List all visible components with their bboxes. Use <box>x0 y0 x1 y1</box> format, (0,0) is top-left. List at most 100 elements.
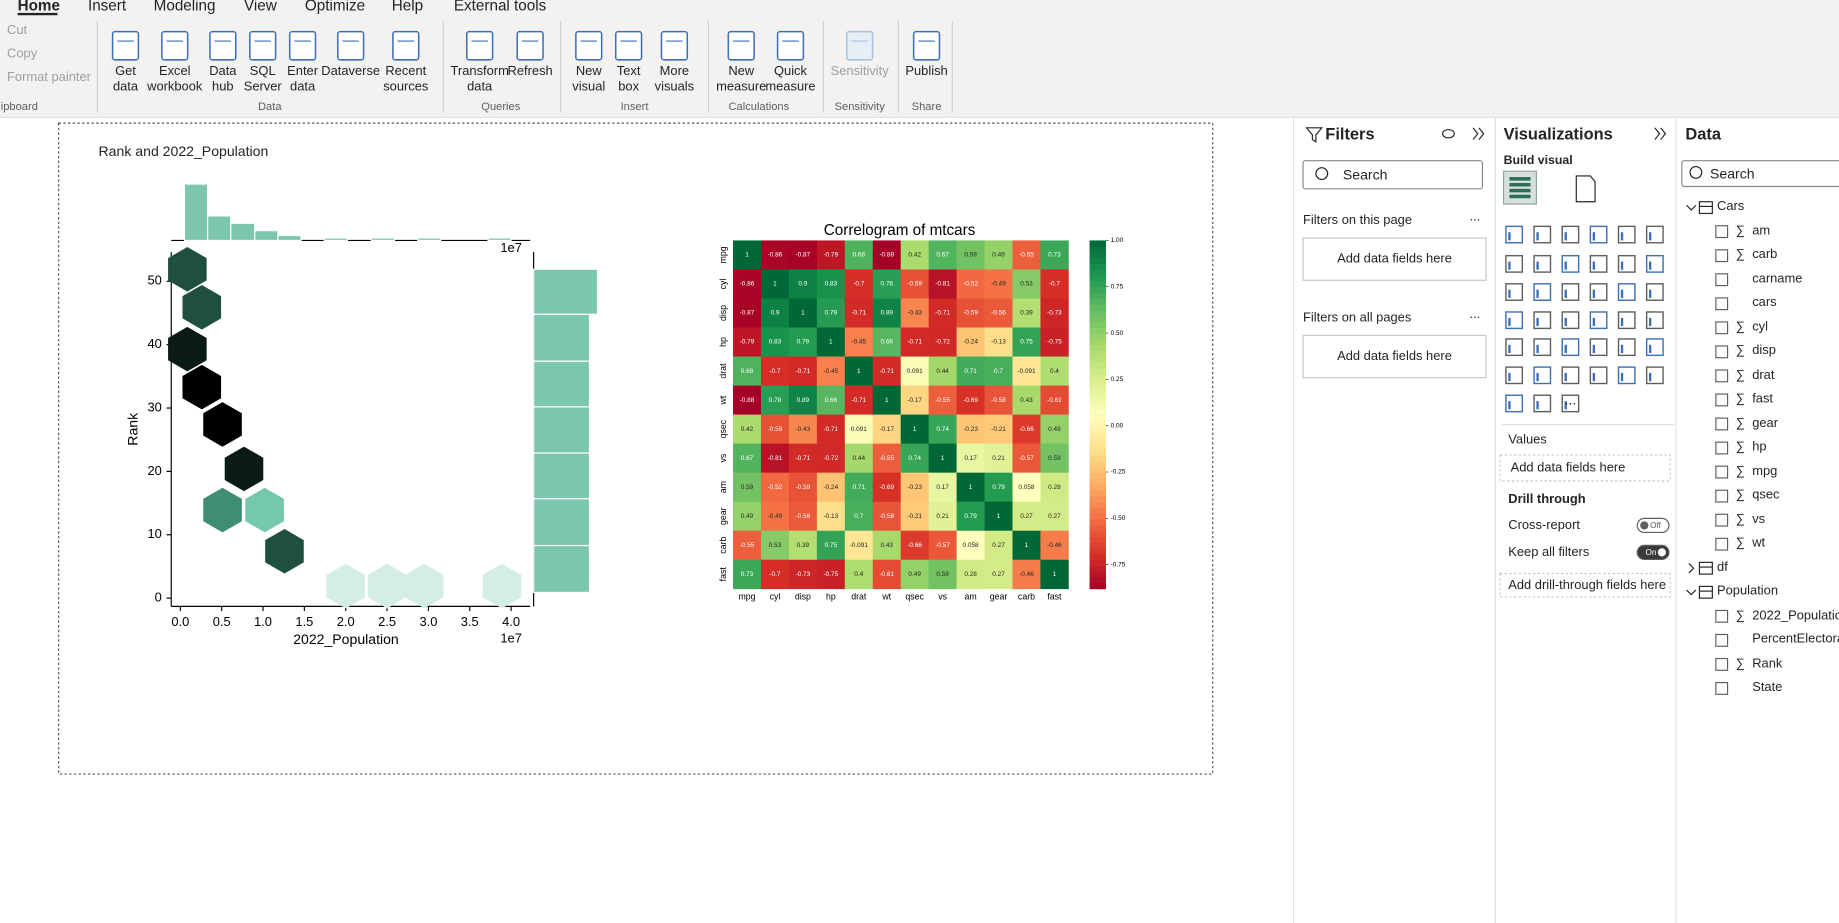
clipboard-button[interactable]: Cut <box>7 23 28 38</box>
visual-type-icon[interactable] <box>1645 283 1664 301</box>
field-name[interactable]: cyl <box>1752 319 1768 334</box>
ribbon-tab[interactable]: Home <box>17 0 60 15</box>
field-name[interactable]: vs <box>1752 511 1766 527</box>
visual-type-icon[interactable] <box>1505 283 1524 301</box>
field-checkbox[interactable] <box>1715 633 1729 647</box>
field-name[interactable]: fast <box>1752 391 1774 406</box>
field-name[interactable]: State <box>1752 680 1783 695</box>
expand-chevron[interactable] <box>1688 563 1695 574</box>
ribbon-button[interactable]: Dataverse <box>321 64 381 79</box>
ribbon-button[interactable]: Excel workbook <box>147 64 203 94</box>
visual-type-icon[interactable] <box>1561 338 1580 357</box>
format-visual-tab[interactable] <box>1575 175 1596 203</box>
search-box[interactable] <box>1681 160 1839 188</box>
field-checkbox[interactable] <box>1715 369 1729 383</box>
search-placeholder[interactable]: Search <box>1709 165 1755 182</box>
ribbon-button[interactable]: New measure <box>716 64 767 94</box>
ribbon-button[interactable]: Quick measure <box>765 64 816 94</box>
collapse-icon[interactable] <box>1654 127 1667 140</box>
drop-zone[interactable] <box>1499 454 1671 482</box>
ribbon-button[interactable]: Data hub <box>209 64 237 94</box>
field-name[interactable]: drat <box>1752 367 1775 382</box>
visual-type-icon[interactable] <box>1505 394 1524 413</box>
visual-type-icon[interactable] <box>1589 311 1608 330</box>
ribbon-tab[interactable]: External tools <box>453 0 547 15</box>
drop-zone[interactable] <box>1302 334 1487 379</box>
clipboard-button[interactable]: Copy <box>7 46 38 61</box>
visual-type-icon[interactable] <box>1617 311 1636 330</box>
ribbon-button[interactable]: More visuals <box>654 64 695 94</box>
ribbon-button[interactable]: Refresh <box>507 64 553 79</box>
visual-type-icon[interactable] <box>1645 254 1664 273</box>
field-checkbox[interactable] <box>1715 441 1729 455</box>
ribbon-tab[interactable]: Help <box>391 0 424 15</box>
field-name[interactable]: wt <box>1752 535 1766 551</box>
ribbon-tab[interactable]: View <box>243 0 277 15</box>
visual-type-icon[interactable] <box>1505 366 1524 385</box>
more-visuals[interactable]: ... <box>1564 391 1577 409</box>
field-name[interactable]: hp <box>1752 439 1767 454</box>
visual-type-icon[interactable] <box>1561 366 1580 385</box>
ribbon-button[interactable]: Text box <box>616 64 641 94</box>
expand-chevron[interactable] <box>1686 589 1697 596</box>
visual-type-icon[interactable] <box>1617 366 1636 385</box>
field-name[interactable]: carname <box>1752 271 1803 286</box>
ribbon-button[interactable]: New visual <box>572 64 606 94</box>
visual-type-icon[interactable] <box>1505 225 1524 244</box>
ribbon-button[interactable]: Get data <box>112 64 139 94</box>
field-name[interactable]: qsec <box>1752 487 1780 502</box>
visual-type-icon[interactable] <box>1617 338 1636 357</box>
visual-type-icon[interactable] <box>1533 366 1552 385</box>
visual-type-icon[interactable] <box>1589 366 1608 385</box>
field-checkbox[interactable] <box>1715 417 1729 431</box>
visual-type-icon[interactable] <box>1505 254 1524 273</box>
drop-zone[interactable] <box>1302 237 1487 281</box>
visual-type-icon[interactable] <box>1505 311 1524 330</box>
field-name[interactable]: disp <box>1752 343 1776 358</box>
build-visual-tab[interactable] <box>1502 170 1537 205</box>
visual-type-icon[interactable] <box>1561 311 1580 330</box>
visual-type-icon[interactable] <box>1533 254 1552 273</box>
visual-type-icon[interactable] <box>1533 394 1552 413</box>
ribbon-button[interactable]: Transform data <box>450 64 509 94</box>
visual-type-icon[interactable] <box>1617 283 1636 301</box>
ribbon-button[interactable]: Recent sources <box>383 64 429 94</box>
more-options[interactable]: ... <box>1469 307 1481 322</box>
visual-type-icon[interactable] <box>1617 225 1636 244</box>
visual-type-icon[interactable] <box>1589 225 1608 244</box>
table-name[interactable]: Population <box>1717 584 1779 599</box>
search-placeholder[interactable]: Search <box>1342 166 1388 183</box>
drop-zone[interactable] <box>1499 572 1671 598</box>
visual-type-icon[interactable] <box>1533 311 1552 330</box>
field-checkbox[interactable] <box>1715 489 1729 503</box>
field-name[interactable]: mpg <box>1752 463 1778 478</box>
field-name[interactable]: cars <box>1752 295 1777 310</box>
visual-type-icon[interactable] <box>1533 338 1552 357</box>
table-name[interactable]: df <box>1717 560 1728 575</box>
visual-type-icon[interactable] <box>1589 254 1608 273</box>
field-checkbox[interactable] <box>1715 321 1729 335</box>
field-name[interactable]: Rank <box>1752 656 1783 671</box>
ribbon-tab[interactable]: Modeling <box>153 0 216 15</box>
visual-type-icon[interactable] <box>1617 254 1636 273</box>
field-checkbox[interactable] <box>1715 609 1729 623</box>
visual-type-icon[interactable] <box>1561 283 1580 301</box>
field-name[interactable]: 2022_Population <box>1752 608 1839 623</box>
ribbon-button[interactable]: SQL Server <box>243 64 282 94</box>
field-checkbox[interactable] <box>1715 393 1729 407</box>
ribbon-button[interactable]: Enter data <box>287 64 319 94</box>
clipboard-button[interactable]: Format painter <box>7 70 91 85</box>
collapse-icon[interactable] <box>1472 127 1485 140</box>
visual-type-icon[interactable] <box>1645 338 1664 357</box>
field-checkbox[interactable] <box>1715 297 1729 311</box>
ribbon-button[interactable]: Sensitivity <box>830 64 889 79</box>
field-name[interactable]: PercentElectoral... <box>1752 632 1839 647</box>
visual-type-icon[interactable] <box>1589 283 1608 301</box>
field-checkbox[interactable] <box>1715 345 1729 359</box>
visual-type-icon[interactable] <box>1505 338 1524 357</box>
field-checkbox[interactable] <box>1715 249 1729 263</box>
field-name[interactable]: am <box>1752 223 1771 238</box>
ribbon-tab[interactable]: Optimize <box>304 0 366 15</box>
visual-type-icon[interactable] <box>1533 283 1552 301</box>
field-name[interactable]: gear <box>1752 415 1779 430</box>
